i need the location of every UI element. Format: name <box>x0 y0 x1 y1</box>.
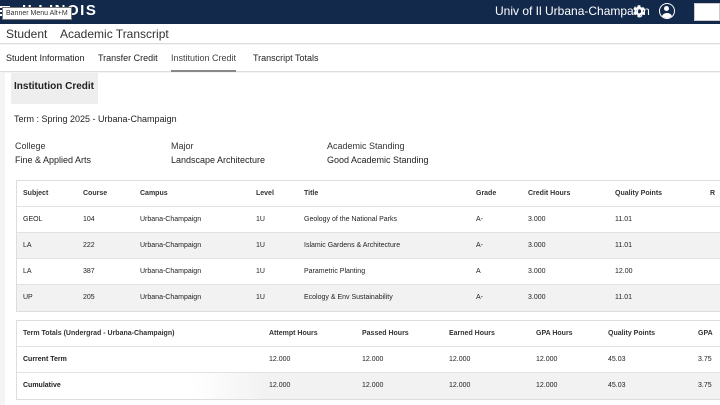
major-value: Landscape Architecture <box>171 155 266 165</box>
institution-credit-panel: Institution Credit Term : Spring 2025 - … <box>5 73 720 405</box>
college-label: College <box>15 141 46 151</box>
passed-hours-cell: 12.000 <box>362 356 384 363</box>
credit-hours-cell: 3.000 <box>528 216 546 223</box>
earned-hours-cell: 12.000 <box>449 382 471 389</box>
credit-hours-cell: 3.000 <box>528 268 546 275</box>
tab-bar: Student Information Transfer Credit Inst… <box>0 45 720 72</box>
search-input[interactable] <box>694 3 720 21</box>
standing-label: Academic Standing <box>327 141 405 151</box>
tab-student-information[interactable]: Student Information <box>6 53 85 63</box>
table-row: GEOL 104 Urbana-Champaign 1U Geology of … <box>17 207 720 233</box>
row-label: Cumulative <box>23 382 61 389</box>
attempt-hours-cell: 12.000 <box>269 382 291 389</box>
breadcrumb: Student Academic Transcript <box>0 24 720 44</box>
column-header: Quality Points <box>608 330 656 337</box>
campus-cell: Urbana-Champaign <box>140 294 202 301</box>
grade-cell: A- <box>476 242 483 249</box>
column-header: GPA Hours <box>536 330 573 337</box>
column-header[interactable]: Level <box>256 190 274 197</box>
tab-institution-credit[interactable]: Institution Credit <box>171 53 237 72</box>
institution-name: Univ of Il Urbana-Champaign <box>495 4 650 18</box>
table-row: LA 222 Urbana-Champaign 1U Islamic Garde… <box>17 233 720 259</box>
grade-cell: A- <box>476 216 483 223</box>
column-header[interactable]: Credit Hours <box>528 190 571 197</box>
row-label: Current Term <box>23 356 67 363</box>
course-cell: 387 <box>83 268 95 275</box>
grade-cell: A <box>476 268 481 275</box>
column-header: GPA <box>698 330 713 337</box>
column-header[interactable]: Quality Points <box>615 190 663 197</box>
subject-cell: GEOL <box>23 216 43 223</box>
breadcrumb-page: Academic Transcript <box>60 27 169 41</box>
course-cell: 205 <box>83 294 95 301</box>
column-header[interactable]: Title <box>304 190 319 197</box>
subject-cell: LA <box>23 242 32 249</box>
column-header: Attempt Hours <box>269 330 318 337</box>
subject-cell: UP <box>23 294 33 301</box>
table-row: UP 205 Urbana-Champaign 1U Ecology & Env… <box>17 285 720 311</box>
gpa-cell: 3.75 <box>698 382 712 389</box>
table-row: Current Term 12.000 12.000 12.000 12.000… <box>17 347 720 373</box>
quality-points-cell: 45.03 <box>608 356 626 363</box>
campus-cell: Urbana-Champaign <box>140 268 202 275</box>
table-row: LA 387 Urbana-Champaign 1U Parametric Pl… <box>17 259 720 285</box>
term-label: Term : Spring 2025 - Urbana-Champaign <box>14 114 177 124</box>
user-icon[interactable] <box>659 3 675 19</box>
gpa-cell: 3.75 <box>698 356 712 363</box>
title-cell: Ecology & Env Sustainability <box>304 294 393 301</box>
quality-points-cell: 12.00 <box>615 268 633 275</box>
column-header[interactable]: R <box>710 190 716 197</box>
level-cell: 1U <box>256 294 265 301</box>
column-header[interactable]: Subject <box>23 190 49 197</box>
column-header[interactable]: Grade <box>476 190 497 197</box>
title-cell: Geology of the National Parks <box>304 216 397 223</box>
quality-points-cell: 11.01 <box>615 294 632 301</box>
row-label-background <box>17 373 267 399</box>
table-row: Cumulative 12.000 12.000 12.000 12.000 4… <box>17 373 720 399</box>
section-title: Institution Credit <box>11 73 98 104</box>
breadcrumb-root[interactable]: Student <box>6 27 48 41</box>
gpa-hours-cell: 12.000 <box>536 356 558 363</box>
earned-hours-cell: 12.000 <box>449 356 471 363</box>
title-cell: Parametric Planting <box>304 268 366 275</box>
column-header[interactable]: Campus <box>140 190 168 197</box>
top-banner: ILLINOIS Banner Menu Alt+M Univ of Il Ur… <box>0 0 720 24</box>
course-cell: 104 <box>83 216 95 223</box>
column-header: Term Totals (Undergrad - Urbana-Champaig… <box>23 330 175 337</box>
title-cell: Islamic Gardens & Architecture <box>304 242 401 249</box>
tab-transcript-totals[interactable]: Transcript Totals <box>253 53 319 63</box>
campus-cell: Urbana-Champaign <box>140 242 202 249</box>
course-table: Subject Course Campus Level Title Grade … <box>16 180 720 312</box>
column-header: Earned Hours <box>449 330 495 337</box>
course-table-header: Subject Course Campus Level Title Grade … <box>17 181 720 207</box>
passed-hours-cell: 12.000 <box>362 382 384 389</box>
gpa-hours-cell: 12.000 <box>536 382 558 389</box>
course-cell: 222 <box>83 242 95 249</box>
subject-cell: LA <box>23 268 32 275</box>
level-cell: 1U <box>256 242 265 249</box>
quality-points-cell: 45.03 <box>608 382 626 389</box>
attempt-hours-cell: 12.000 <box>269 356 291 363</box>
banner-menu-tooltip: Banner Menu Alt+M <box>2 7 72 20</box>
tab-transfer-credit[interactable]: Transfer Credit <box>98 53 158 63</box>
term-totals-header: Term Totals (Undergrad - Urbana-Champaig… <box>17 321 720 347</box>
college-value: Fine & Applied Arts <box>15 155 92 165</box>
column-header[interactable]: Course <box>83 190 108 197</box>
quality-points-cell: 11.01 <box>615 216 632 223</box>
gear-icon[interactable] <box>631 3 647 19</box>
level-cell: 1U <box>256 216 265 223</box>
term-totals-table: Term Totals (Undergrad - Urbana-Champaig… <box>16 320 720 400</box>
column-header: Passed Hours <box>362 330 409 337</box>
level-cell: 1U <box>256 268 265 275</box>
credit-hours-cell: 3.000 <box>528 242 546 249</box>
standing-value: Good Academic Standing <box>327 155 429 165</box>
grade-cell: A- <box>476 294 483 301</box>
quality-points-cell: 11.01 <box>615 242 632 249</box>
major-label: Major <box>171 141 194 151</box>
campus-cell: Urbana-Champaign <box>140 216 202 223</box>
credit-hours-cell: 3.000 <box>528 294 546 301</box>
